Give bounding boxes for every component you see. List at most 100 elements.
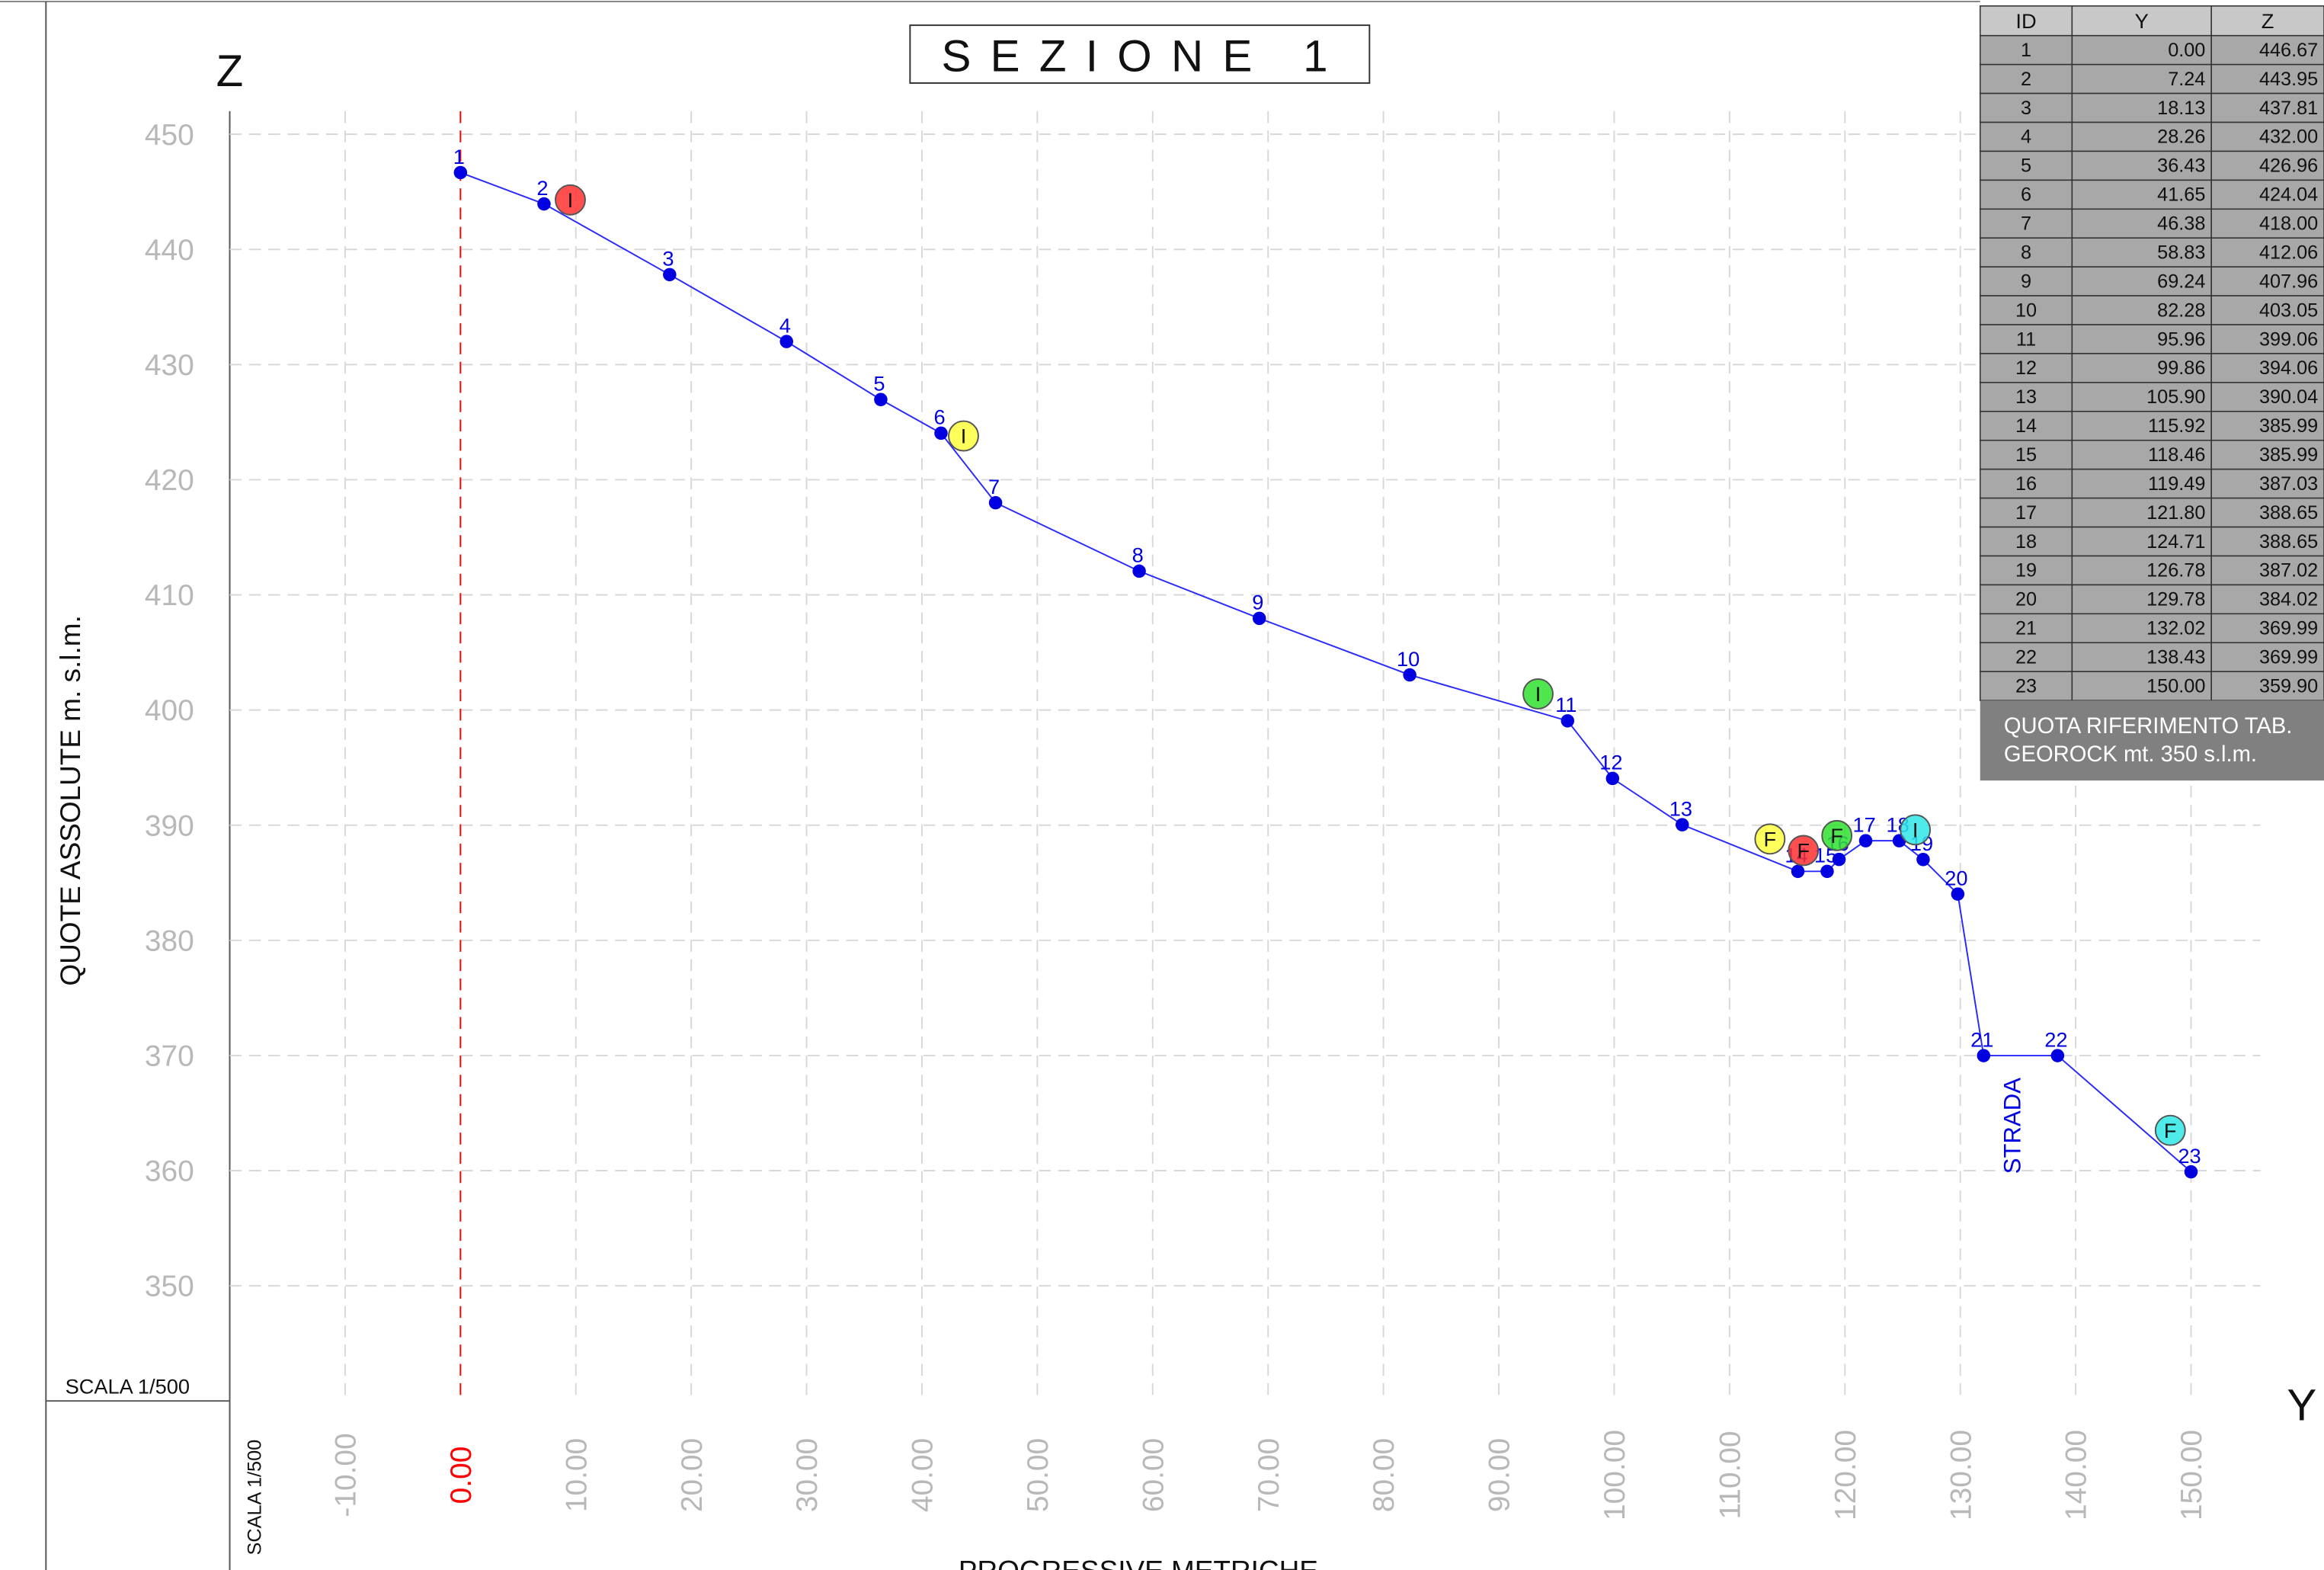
x-tick-label: 60.00 <box>1137 1438 1170 1512</box>
table-header-cell <box>1979 5 2073 37</box>
table-text: 138.43 <box>2146 646 2205 668</box>
table-text: 95.96 <box>2157 328 2205 350</box>
table-text: 19 <box>2015 560 2037 582</box>
table-cell <box>2071 497 2212 528</box>
table-text: 424.04 <box>2259 184 2318 206</box>
table-cell <box>2071 526 2212 557</box>
table-cell <box>2210 324 2324 354</box>
table-cell <box>2210 526 2324 557</box>
marker <box>1821 819 1853 851</box>
table-text: 22 <box>2015 646 2037 668</box>
table-cell <box>2210 382 2324 412</box>
table-cell <box>2210 439 2324 470</box>
marker-label: I <box>1913 818 1919 841</box>
table-text: 23 <box>2015 675 2037 697</box>
table-text: 13 <box>2015 386 2037 408</box>
table-header-cell <box>2210 5 2324 37</box>
table-text: 388.65 <box>2259 531 2318 553</box>
table-text: 384.02 <box>2259 589 2318 610</box>
point-label: 9 <box>1252 591 1263 614</box>
table-text: 10 <box>2015 300 2037 321</box>
table-cell <box>2210 295 2324 325</box>
table-cell <box>2071 34 2212 66</box>
point-label: 6 <box>933 405 945 429</box>
point <box>1858 834 1873 847</box>
point-label: 4 <box>779 313 791 337</box>
table-cell <box>2210 584 2324 615</box>
table-cell <box>2071 179 2212 210</box>
marker <box>1900 814 1932 846</box>
x-tick-label: 110.00 <box>1714 1431 1746 1519</box>
table-text: 150.00 <box>2146 675 2205 697</box>
x-tick-label: 80.00 <box>1368 1438 1400 1512</box>
y-tick-label: 370 <box>145 1040 194 1073</box>
table-text: 394.06 <box>2259 357 2318 379</box>
table-text: 36.43 <box>2157 155 2205 177</box>
table-text: 385.99 <box>2259 415 2318 437</box>
table-text: 385.99 <box>2259 444 2318 466</box>
marker-label: F <box>1797 839 1810 863</box>
y-tick-label: 450 <box>145 119 194 152</box>
table-text: 5 <box>2021 155 2031 177</box>
table-header: Y <box>2135 9 2149 33</box>
table-text: 14 <box>2015 415 2037 437</box>
x-tick-label: 20.00 <box>676 1438 709 1512</box>
z-letter: Z <box>216 46 244 96</box>
x-tick-label: 130.00 <box>1945 1430 1977 1520</box>
point-label: 17 <box>1852 812 1875 836</box>
table-text: 69.24 <box>2157 271 2205 292</box>
point <box>1403 668 1416 682</box>
scale-label-vertical: SCALA 1/500 <box>244 1440 265 1556</box>
point <box>1605 771 1620 786</box>
point <box>1791 864 1805 879</box>
y-tick-label: 390 <box>145 809 194 842</box>
table-cell <box>2071 382 2212 412</box>
table-text: 446.67 <box>2259 40 2318 61</box>
table-text: 115.92 <box>2148 415 2205 437</box>
table-text: 403.05 <box>2259 300 2318 321</box>
table-cell <box>2210 497 2324 528</box>
table-cell <box>1979 613 2073 644</box>
table-text: 390.04 <box>2259 386 2318 408</box>
table-text: 369.99 <box>2259 646 2318 668</box>
table-text: 121.80 <box>2146 502 2205 524</box>
x-tick-label: 120.00 <box>1829 1430 1862 1520</box>
point-label: 20 <box>1945 866 1967 889</box>
table-text: 4 <box>2021 127 2031 148</box>
table-text: 359.90 <box>2259 675 2318 697</box>
note-text: QUOTA RIFERIMENTO TAB. <box>2004 714 2293 739</box>
table-text: 17 <box>2015 502 2037 524</box>
table-text: 18.13 <box>2157 98 2205 119</box>
point <box>453 165 468 180</box>
table-text: 126.78 <box>2146 560 2205 582</box>
profile-line <box>459 171 2192 1173</box>
marker-label: F <box>1830 824 1843 847</box>
table-text: 105.90 <box>2146 386 2205 408</box>
table-text: 12 <box>2015 357 2037 379</box>
table-text: 432.00 <box>2259 127 2318 148</box>
table-text: 28.26 <box>2157 127 2205 148</box>
table-text: 412.06 <box>2259 242 2318 263</box>
table-text: 437.81 <box>2259 98 2318 119</box>
x-tick-label: 100.00 <box>1599 1430 1631 1520</box>
table-cell <box>1979 295 2073 325</box>
marker <box>948 420 979 452</box>
table-cell <box>2071 208 2212 239</box>
chart-title: SEZIONE 1 <box>941 31 1346 81</box>
point-label: 12 <box>1599 751 1622 774</box>
point <box>663 268 677 282</box>
point <box>874 392 888 407</box>
table-cell <box>2071 439 2212 470</box>
table-cell <box>2210 92 2324 123</box>
x-tick-label: 50.00 <box>1022 1438 1055 1512</box>
table-cell <box>2071 237 2212 268</box>
table-header: Z <box>2262 9 2274 33</box>
table-cell <box>2210 179 2324 210</box>
table-text: 6 <box>2021 184 2031 206</box>
x-tick-label: 90.00 <box>1484 1438 1516 1512</box>
y-tick-label: 420 <box>145 464 194 497</box>
table-text: 387.02 <box>2259 560 2318 582</box>
table-text: 41.65 <box>2157 184 2205 206</box>
marker <box>1522 678 1554 710</box>
marker-label: I <box>961 425 967 448</box>
